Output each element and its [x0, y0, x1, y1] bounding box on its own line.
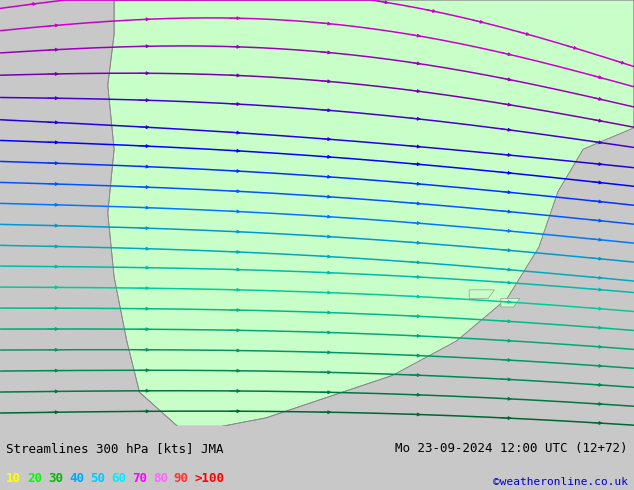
Text: 60: 60 — [111, 472, 126, 485]
Text: >100: >100 — [195, 472, 224, 485]
Text: Mo 23-09-2024 12:00 UTC (12+72): Mo 23-09-2024 12:00 UTC (12+72) — [395, 442, 628, 455]
Text: 30: 30 — [48, 472, 63, 485]
Polygon shape — [108, 0, 634, 426]
Text: Streamlines 300 hPa [kts] JMA: Streamlines 300 hPa [kts] JMA — [6, 442, 224, 455]
Text: 50: 50 — [90, 472, 105, 485]
Text: 80: 80 — [153, 472, 168, 485]
Polygon shape — [501, 298, 520, 307]
Text: 90: 90 — [174, 472, 189, 485]
Text: 20: 20 — [27, 472, 42, 485]
Text: 10: 10 — [6, 472, 22, 485]
Polygon shape — [393, 128, 634, 426]
Text: 70: 70 — [132, 472, 147, 485]
Text: ©weatheronline.co.uk: ©weatheronline.co.uk — [493, 477, 628, 487]
Polygon shape — [469, 290, 495, 298]
Text: 40: 40 — [69, 472, 84, 485]
